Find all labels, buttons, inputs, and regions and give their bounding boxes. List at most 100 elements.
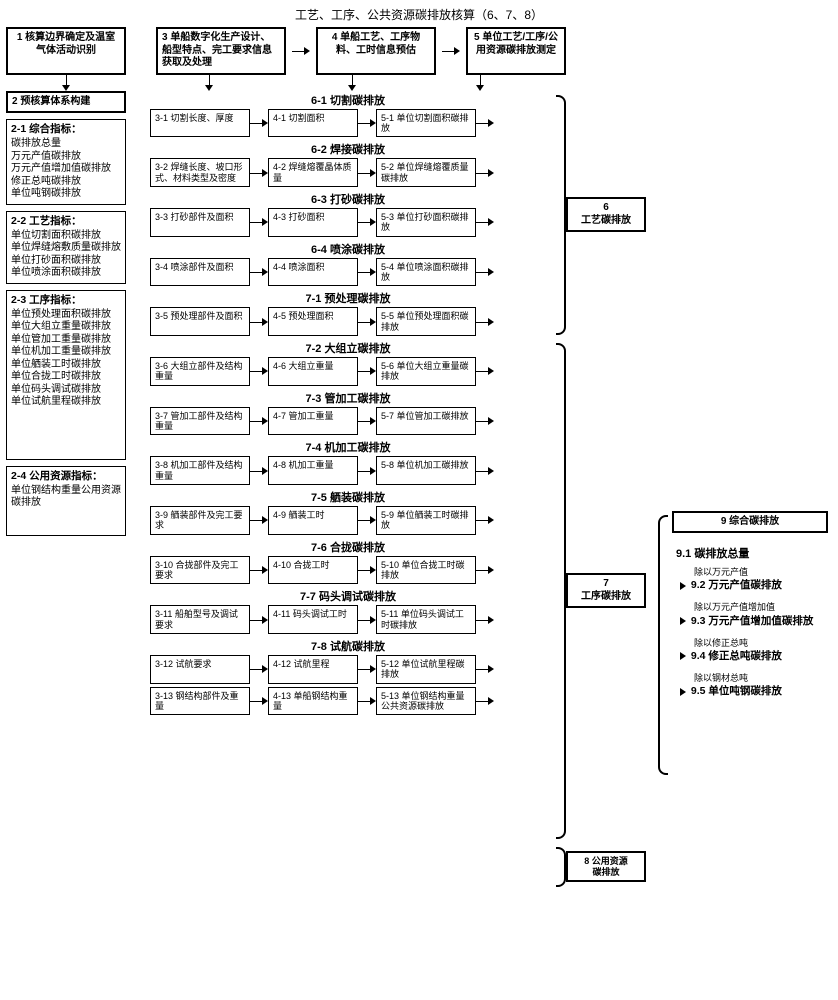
cell-b: 4-9 舾装工时 — [268, 506, 358, 535]
arrow-icon — [476, 506, 494, 535]
group: 3-13 钢结构部件及重量 4-13 单船钢结构重量 5-13 单位钢结构重量公… — [150, 687, 546, 716]
box-2-2-title: 2-2 工艺指标： — [11, 215, 121, 228]
line: 单位切割面积碳排放 — [11, 230, 121, 243]
arrow-icon — [250, 407, 268, 436]
line: 单位码头调试碳排放 — [11, 384, 121, 397]
divisor-label: 除以修正总吨 — [680, 638, 828, 648]
cell-b: 4-12 试航里程 — [268, 655, 358, 684]
sec9-item: 除以修正总吨 9.4 修正总吨碳排放 — [680, 638, 828, 663]
group: 6-2 焊接碳排放 3-2 焊缝长度、坡口形式、材料类型及密度 4-2 焊缝熔覆… — [150, 140, 546, 187]
box-2-title: 2 预核算体系构建 — [6, 91, 126, 114]
line: 万元产值碳排放 — [11, 151, 121, 164]
arrow-icon — [292, 27, 310, 75]
down-arrow-icon — [6, 75, 126, 91]
arrow-icon — [476, 158, 494, 187]
cell-b: 4-4 喷涂面积 — [268, 258, 358, 287]
group: 7-7 码头调试碳排放 3-11 船舶型号及调试要求 4-11 码头调试工时 5… — [150, 587, 546, 634]
cell-b: 4-10 合拢工时 — [268, 556, 358, 585]
main-body: 2 预核算体系构建 2-1 综合指标： 碳排放总量 万元产值碳排放 万元产值增加… — [6, 91, 832, 891]
group: 6-1 切割碳排放 3-1 切割长度、厚度 4-1 切割面积 5-1 单位切割面… — [150, 91, 546, 138]
arrow-icon — [358, 605, 376, 634]
brace-icon — [556, 847, 566, 887]
line: 单位预处理面积碳排放 — [11, 309, 121, 322]
down-arrow-icon — [144, 75, 274, 91]
arrow-icon — [358, 208, 376, 237]
brace-icon — [556, 343, 566, 839]
box-2-4: 2-4 公用资源指标： 单位钢结构重量公用资源碳排放 — [6, 466, 126, 536]
line: 单位喷涂面积碳排放 — [11, 267, 121, 280]
arrow-icon — [476, 258, 494, 287]
groups-column: 6-1 切割碳排放 3-1 切割长度、厚度 4-1 切割面积 5-1 单位切割面… — [150, 91, 546, 719]
group: 6-3 打砂碳排放 3-3 打砂部件及面积 4-3 打砂面积 5-3 单位打砂面… — [150, 190, 546, 237]
cell-c: 5-13 单位钢结构重量公共资源碳排放 — [376, 687, 476, 716]
brace-icon — [658, 515, 668, 775]
brace-icon — [556, 95, 566, 335]
cell-c: 5-1 单位切割面积碳排放 — [376, 109, 476, 138]
box-2-2: 2-2 工艺指标： 单位切割面积碳排放 单位焊缝熔敷质量碳排放 单位打砂面积碳排… — [6, 211, 126, 284]
arrow-icon — [358, 556, 376, 585]
cell-b: 4-7 管加工重量 — [268, 407, 358, 436]
cell-c: 5-6 单位大组立重量碳排放 — [376, 357, 476, 386]
line: 单位吨钢碳排放 — [11, 188, 121, 201]
line: 单位大组立重量碳排放 — [11, 321, 121, 334]
arrow-icon — [250, 456, 268, 485]
sec9-item: 除以万元产值 9.2 万元产值碳排放 — [680, 567, 828, 592]
arrow-icon — [250, 655, 268, 684]
box-2-1: 2-1 综合指标： 碳排放总量 万元产值碳排放 万元产值增加值碳排放 修正总吨碳… — [6, 119, 126, 205]
arrow-icon — [358, 357, 376, 386]
cell-c: 5-2 单位焊缝熔覆质量碳排放 — [376, 158, 476, 187]
cell-a: 3-7 管加工部件及结构重量 — [150, 407, 250, 436]
arrow-icon — [476, 307, 494, 336]
cell-b: 4-11 码头调试工时 — [268, 605, 358, 634]
top-row: 1 核算边界确定及温室气体活动识别 3 单船数字化生产设计、船型特点、完工要求信… — [6, 27, 832, 75]
arrow-icon — [476, 208, 494, 237]
section-9: 9 综合碳排放 9.1 碳排放总量 除以万元产值 9.2 万元产值碳排放 除以万… — [658, 511, 828, 779]
line: 单位焊缝熔敷质量碳排放 — [11, 242, 121, 255]
group: 7-8 试航碳排放 3-12 试航要求 4-12 试航里程 5-12 单位试航里… — [150, 637, 546, 684]
arrow-icon — [442, 27, 460, 75]
down-arrow-icon — [292, 75, 412, 91]
line: 单位打砂面积碳排放 — [11, 255, 121, 268]
cell-c: 5-5 单位预处理面积碳排放 — [376, 307, 476, 336]
line: 万元产值增加值碳排放 — [11, 163, 121, 176]
line: 碳排放总量 — [11, 138, 121, 151]
cell-c: 5-7 单位管加工碳排放 — [376, 407, 476, 436]
divisor-label: 除以万元产值 — [680, 567, 828, 577]
cell-a: 3-4 喷涂部件及面积 — [150, 258, 250, 287]
group-title: 6-3 打砂碳排放 — [150, 191, 546, 207]
arrow-icon — [358, 307, 376, 336]
cell-c: 5-8 单位机加工碳排放 — [376, 456, 476, 485]
arrow-icon — [250, 158, 268, 187]
sec9-item: 除以钢材总吨 9.5 单位吨钢碳排放 — [680, 673, 828, 698]
box-5: 5 单位工艺/工序/公用资源碳排放测定 — [466, 27, 566, 75]
divisor-label: 除以钢材总吨 — [680, 673, 828, 683]
right-braces: 6 工艺碳排放 7 工序碳排放 8 公用资源 碳排放 — [556, 91, 646, 891]
cell-c: 5-3 单位打砂面积碳排放 — [376, 208, 476, 237]
group-title: 7-4 机加工碳排放 — [150, 439, 546, 455]
line: 单位钢结构重量公用资源碳排放 — [11, 485, 121, 510]
cell-a: 3-10 合拢部件及完工要求 — [150, 556, 250, 585]
box-9-title: 9 综合碳排放 — [672, 511, 828, 534]
cell-a: 3-6 大组立部件及结构重量 — [150, 357, 250, 386]
box-2-3: 2-3 工序指标： 单位预处理面积碳排放 单位大组立重量碳排放 单位管加工重量碳… — [6, 290, 126, 460]
cell-b: 4-1 切割面积 — [268, 109, 358, 138]
header-title: 工艺、工序、公共资源碳排放核算（6、7、8） — [6, 6, 832, 23]
arrow-icon — [358, 407, 376, 436]
cell-c: 5-10 单位合拢工时碳排放 — [376, 556, 476, 585]
arrow-icon — [476, 109, 494, 138]
cell-b: 4-3 打砂面积 — [268, 208, 358, 237]
box-1: 1 核算边界确定及温室气体活动识别 — [6, 27, 126, 75]
arrow-icon — [358, 109, 376, 138]
arrow-icon — [250, 687, 268, 716]
line: 单位机加工重量碳排放 — [11, 346, 121, 359]
box-2-4-title: 2-4 公用资源指标： — [11, 470, 121, 483]
cell-a: 3-8 机加工部件及结构重量 — [150, 456, 250, 485]
result-label: 9.2 万元产值碳排放 — [691, 579, 782, 591]
line: 单位试航里程碳排放 — [11, 396, 121, 409]
box-3: 3 单船数字化生产设计、船型特点、完工要求信息获取及处理 — [156, 27, 286, 75]
cell-a: 3-13 钢结构部件及重量 — [150, 687, 250, 716]
line: 单位合拢工时碳排放 — [11, 371, 121, 384]
arrow-icon — [358, 158, 376, 187]
cell-a: 3-2 焊缝长度、坡口形式、材料类型及密度 — [150, 158, 250, 187]
group-title: 7-1 预处理碳排放 — [150, 290, 546, 306]
